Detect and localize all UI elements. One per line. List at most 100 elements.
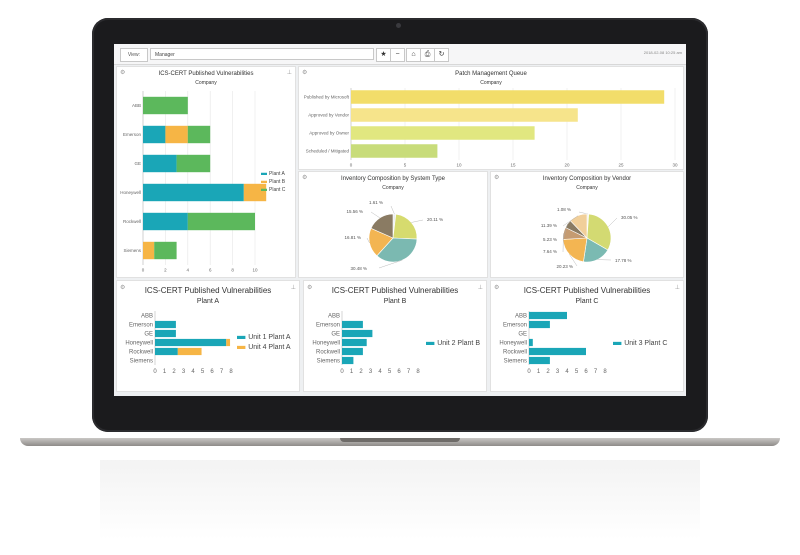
bar <box>529 356 550 365</box>
legend-label: Unit 1 Plant A <box>248 334 291 341</box>
star-icon[interactable]: ★ <box>376 48 391 62</box>
pie-label: 20.11 % <box>427 217 443 222</box>
panel-title: Inventory Composition by System Type <box>341 176 445 182</box>
y-tick-label: Rockwell <box>123 219 141 224</box>
bar <box>155 320 176 329</box>
x-tick-label: 8 <box>231 268 234 273</box>
bar <box>351 126 535 140</box>
settings-icon[interactable]: ⚙ <box>120 285 126 291</box>
x-tick-label: 8 <box>603 369 607 375</box>
x-tick-label: 7 <box>220 369 224 375</box>
chart-patch: 0 5 10 15 20 25 30 Published by Microsoft Approv… <box>304 88 678 168</box>
y-tick-label: Scheduled / Mitigated <box>306 149 350 154</box>
x-tick-label: 2 <box>172 369 176 375</box>
panel-subtitle: Company <box>195 80 217 86</box>
x-tick-label: 10 <box>252 268 258 273</box>
x-tick-label: 5 <box>404 163 407 168</box>
pie-leader <box>411 219 424 223</box>
bar <box>342 320 363 329</box>
panel-subtitle: Company <box>576 185 598 191</box>
legend-swatch <box>237 335 246 339</box>
settings-icon[interactable]: ⚙ <box>307 285 313 291</box>
legend-swatch <box>426 341 435 345</box>
panel-title: ICS-CERT Published Vulnerabilities <box>331 286 459 295</box>
settings-icon[interactable]: ⚙ <box>494 175 500 181</box>
hierarchy-icon[interactable]: ⊥ <box>290 285 296 291</box>
pie-leader <box>370 211 380 219</box>
x-tick-label: 6 <box>584 369 588 375</box>
panel-title: Inventory Composition by Vendor <box>542 176 632 182</box>
legend-label: Unit 4 Plant A <box>248 344 291 351</box>
view-button[interactable]: View: <box>120 48 148 62</box>
x-tick-label: 0 <box>350 163 353 168</box>
x-tick-label: 15 <box>510 163 516 168</box>
bar <box>226 338 231 347</box>
legend-swatch <box>261 180 267 183</box>
pie-slice <box>562 237 588 263</box>
x-tick-label: 25 <box>618 163 624 168</box>
y-tick-label: Siemens <box>130 359 153 365</box>
settings-icon[interactable]: ⚙ <box>120 70 126 76</box>
y-tick-label: Rockwell <box>503 350 527 356</box>
pie-leader <box>608 217 618 227</box>
legend-label: Plant A <box>269 171 286 177</box>
hierarchy-icon[interactable]: ⊥ <box>674 285 680 291</box>
y-tick-label: GE <box>518 332 527 338</box>
y-tick-label: Honeywell <box>312 341 340 347</box>
x-tick-label: 1 <box>163 369 167 375</box>
x-tick-label: 10 <box>456 163 462 168</box>
print-icon[interactable]: ⎙ <box>420 48 435 62</box>
pie-label: 5.23 % <box>543 237 557 242</box>
settings-icon[interactable]: ⚙ <box>302 175 308 181</box>
datetime: 2018-02-08 10:25 am <box>643 50 682 55</box>
y-tick-label: GE <box>331 332 340 338</box>
hierarchy-icon[interactable]: ⊥ <box>477 285 483 291</box>
pie-label: 15.56 % <box>346 209 363 214</box>
pie-label: 17.78 % <box>615 258 632 263</box>
y-tick-label: Emerson <box>129 323 153 329</box>
bar <box>529 311 567 320</box>
bar <box>243 183 267 202</box>
settings-icon[interactable]: ⚙ <box>302 70 308 76</box>
chart-inventory-vendor: 1.08 % 30.05 % 17.78 % 20.23 % 7.64 % 5.23 % 1… <box>541 207 638 269</box>
x-tick-label: 20 <box>564 163 570 168</box>
pie-label: 1.61 % <box>369 200 383 205</box>
minus-icon[interactable]: − <box>390 48 405 62</box>
legend-label: Unit 2 Plant B <box>437 340 480 347</box>
webcam <box>396 23 401 28</box>
home-icon[interactable]: ⌂ <box>406 48 421 62</box>
panel-title: ICS-CERT Published Vulnerabilities <box>144 286 272 295</box>
view-select[interactable]: Manager <box>150 48 374 60</box>
bar <box>187 212 255 231</box>
bar <box>165 125 188 144</box>
pie-leader <box>562 223 568 241</box>
y-tick-label: Emerson <box>316 323 340 329</box>
panel-title: ICS-CERT Published Vulnerabilities <box>158 71 254 77</box>
refresh-icon[interactable]: ↻ <box>434 48 449 62</box>
bar <box>342 347 363 356</box>
y-tick-label: ABB <box>515 314 527 320</box>
panel-plant-a: ⚙ ⊥ ICS-CERT Published Vulnerabilities P… <box>116 280 300 392</box>
y-tick-label: ABB <box>141 314 153 320</box>
x-tick-label: 6 <box>210 369 214 375</box>
screen: View: Manager ★ − ⌂ ⎙ ↻ 2018-02-08 10:25… <box>114 44 686 396</box>
pie-leader <box>366 237 370 244</box>
settings-icon[interactable]: ⚙ <box>494 285 500 291</box>
hierarchy-icon[interactable]: ⊥ <box>286 70 292 76</box>
y-tick-label: Siemens <box>123 248 141 253</box>
panel-inventory-system: ⚙ Inventory Composition by System Type C… <box>298 171 488 278</box>
pie-label: 7.64 % <box>543 249 557 254</box>
chart-plant-a: 0 1 2 3 4 5 6 7 8 ABB Emerson GE Honeywell Rockwell Si… <box>125 311 291 375</box>
bar <box>176 154 211 173</box>
bar <box>155 329 176 338</box>
bar <box>143 96 188 115</box>
bar <box>529 347 586 356</box>
laptop-base <box>20 438 780 446</box>
bar <box>529 320 550 329</box>
panel-ics-cert: ⚙ ⊥ ICS-CERT Published Vulnerabilities C… <box>116 66 296 278</box>
legend-label: Unit 3 Plant C <box>624 340 667 347</box>
y-tick-label: ABB <box>132 103 141 108</box>
x-tick-label: 1 <box>537 369 541 375</box>
bar <box>143 241 155 260</box>
x-tick-label: 1 <box>350 369 354 375</box>
